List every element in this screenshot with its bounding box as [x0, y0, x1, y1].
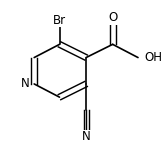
Text: OH: OH	[144, 51, 162, 64]
Text: N: N	[82, 130, 90, 143]
Text: N: N	[21, 77, 30, 90]
Text: Br: Br	[53, 14, 66, 27]
Text: O: O	[108, 11, 117, 24]
